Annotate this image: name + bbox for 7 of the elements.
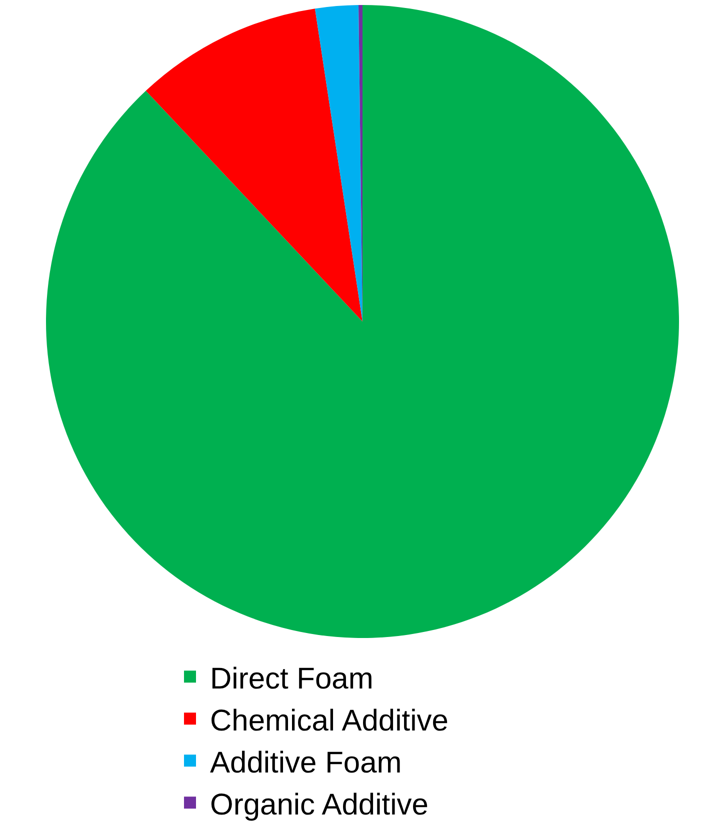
legend-label: Chemical Additive xyxy=(210,704,448,738)
legend-label: Additive Foam xyxy=(210,746,402,780)
pie-slice xyxy=(46,5,679,638)
legend-label: Direct Foam xyxy=(210,662,374,696)
pie-slice xyxy=(314,5,362,322)
legend-label: Organic Additive xyxy=(210,788,428,822)
pie-slice xyxy=(146,8,362,322)
